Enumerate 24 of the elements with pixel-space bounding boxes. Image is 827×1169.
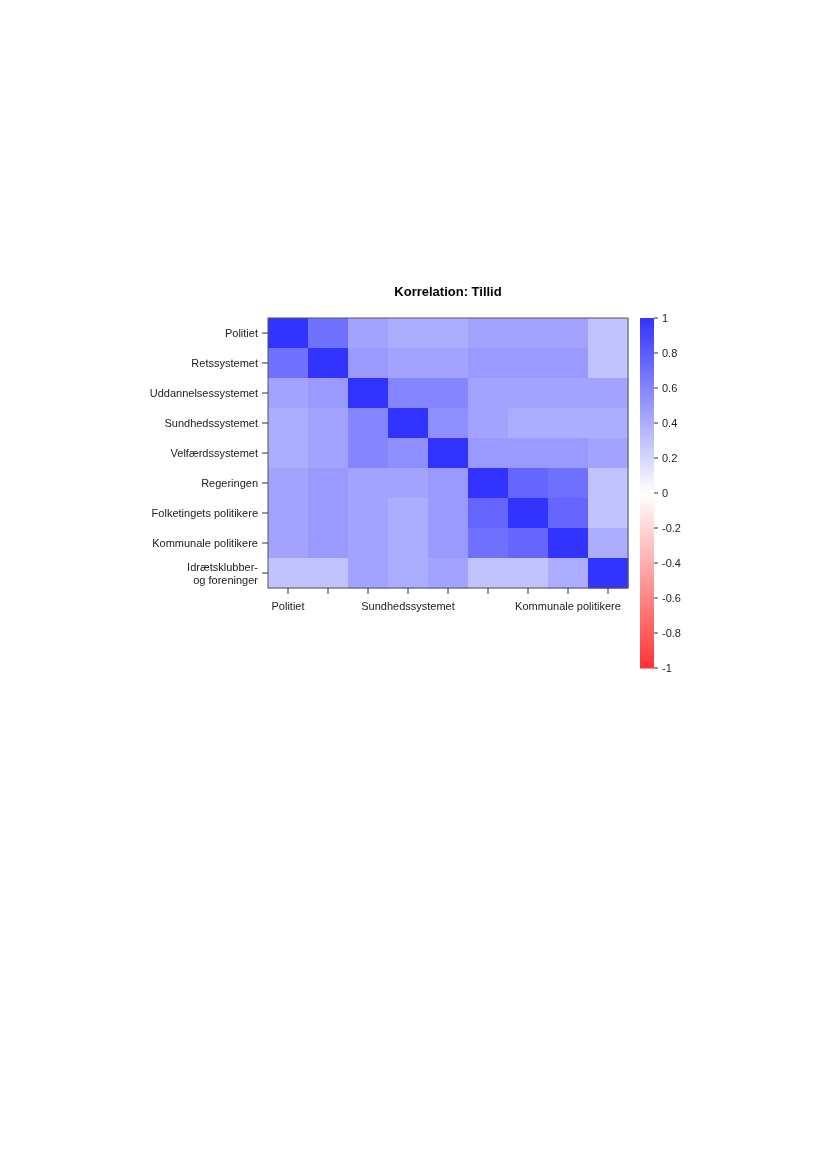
x-tick-label: Sundhedssystemet [361, 600, 455, 612]
y-tick-label: Uddannelsessystemet [149, 387, 258, 399]
color-bar-label: 0.6 [662, 382, 678, 394]
color-bar-label: -0.8 [662, 627, 681, 639]
x-tick-label: Politiet [271, 600, 305, 612]
y-tick-label: Velfærdssystemet [170, 447, 258, 459]
chart-title: Korrelation: Tillid [394, 284, 502, 299]
x-tick-label: Kommunale politikere [515, 600, 621, 612]
color-bar-label: -0.2 [662, 522, 681, 534]
y-tick-label: Sundhedssystemet [164, 417, 258, 429]
y-tick-label: Kommunale politikere [152, 537, 258, 549]
color-bar-label: 0 [662, 487, 669, 499]
color-bar-label: 0.2 [662, 452, 678, 464]
color-bar-label: 1 [662, 312, 669, 324]
y-tick-label: Regeringen [201, 477, 258, 489]
y-tick-label: Retssystemet [191, 357, 258, 369]
y-tick-label: Idrætsklubber- og foreninger [187, 560, 259, 586]
y-tick-label: Politiet [224, 327, 258, 339]
color-bar-label: -0.4 [662, 557, 681, 569]
color-bar-label: 0.8 [662, 347, 678, 359]
color-bar-label: -1 [662, 662, 672, 674]
color-bar-label: -0.6 [662, 592, 681, 604]
y-tick-label: Folketingets politikere [151, 507, 258, 519]
color-bar-label: 0.4 [662, 417, 678, 429]
